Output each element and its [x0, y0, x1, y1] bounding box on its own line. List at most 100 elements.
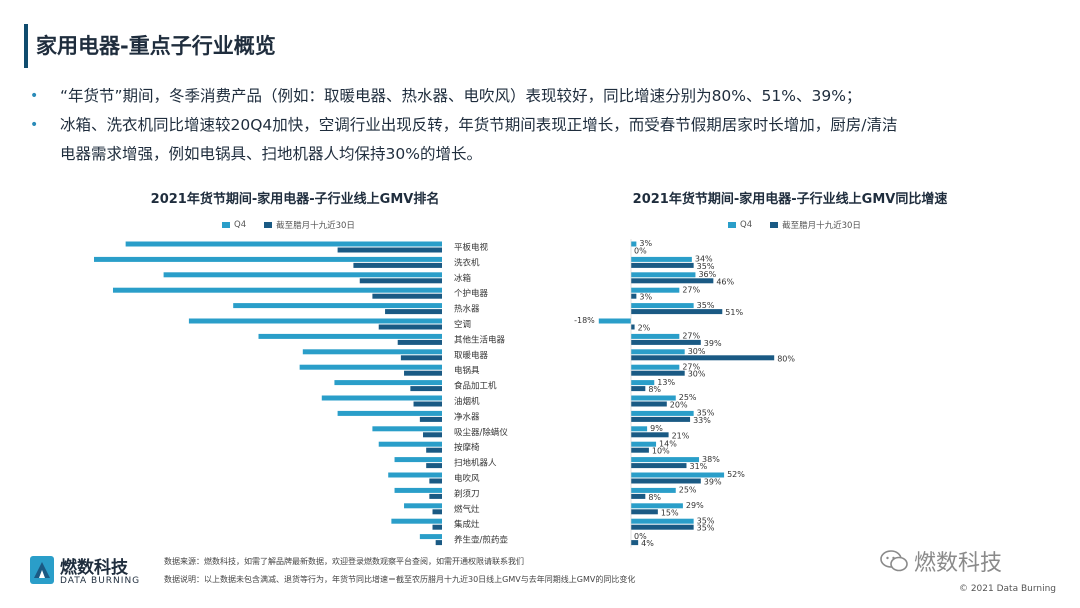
growth-value-label-q4: 3% — [639, 239, 652, 248]
ranking-category-label: 剃须刀 — [454, 488, 480, 499]
ranking-category-label: 其他生活电器 — [454, 334, 506, 345]
growth-value-label-q4: 25% — [679, 393, 697, 402]
ranking-bar-q4 — [404, 503, 442, 509]
growth-bar-cny — [631, 309, 723, 315]
bullet-item: • 冰箱、洗衣机同比增速较20Q4加快，空调行业出现反转，年货节期间表现正增长，… — [30, 111, 1060, 140]
growth-bar-cny — [631, 386, 646, 392]
growth-bar-q4 — [631, 457, 700, 463]
ranking-bar-cny — [337, 247, 442, 253]
ranking-bar-cny — [435, 540, 442, 546]
ranking-bar-cny — [432, 524, 442, 530]
ranking-bar-q4 — [258, 333, 442, 339]
growth-bar-q4 — [631, 487, 676, 493]
growth-value-label-q4: 0% — [634, 532, 647, 541]
growth-bar-cny — [631, 370, 685, 376]
logo-subtitle: DATA BURNING — [60, 576, 141, 586]
ranking-category-label: 取暖电器 — [454, 350, 489, 361]
growth-value-label-cny: 39% — [704, 478, 722, 487]
copyright: © 2021 Data Burning — [958, 584, 1056, 594]
growth-bar-cny — [631, 540, 639, 546]
bullet-item: 电器需求增强，例如电锅具、扫地机器人均保持30%的增长。 — [30, 140, 1060, 169]
wechat-icon — [880, 550, 908, 572]
legend-swatch-cny — [770, 222, 779, 228]
ranking-bar-cny — [432, 509, 442, 515]
growth-value-label-cny: 46% — [716, 277, 734, 286]
ranking-bar-q4 — [419, 534, 442, 540]
growth-bar-q4 — [631, 272, 696, 278]
growth-value-label-q4: 38% — [702, 455, 720, 464]
growth-bar-q4 — [631, 241, 637, 247]
ranking-category-label: 电吹风 — [454, 473, 480, 484]
growth-value-label-cny: 30% — [688, 370, 706, 379]
growth-bar-q4 — [598, 318, 631, 324]
data-burning-logo-icon — [30, 556, 54, 584]
ranking-bar-q4 — [388, 472, 442, 478]
growth-value-label-q4: 27% — [682, 362, 700, 371]
growth-bar-q4 — [631, 333, 680, 339]
ranking-category-label: 吸尘器/除螨仪 — [454, 427, 508, 438]
ranking-category-label: 热水器 — [454, 304, 480, 315]
growth-value-label-q4: 52% — [727, 470, 745, 479]
growth-value-label-cny: 0% — [634, 247, 647, 256]
growth-value-label-q4: 25% — [679, 486, 697, 495]
growth-chart-title: 2021年货节期间-家用电器-子行业线上GMV同比增速 — [632, 192, 948, 207]
legend-label-cny: 截至腊月十九近30日 — [276, 221, 355, 231]
bullet-dot-icon: • — [30, 88, 39, 104]
growth-value-label-q4: 13% — [657, 378, 675, 387]
growth-bar-q4 — [631, 503, 683, 509]
growth-value-label-cny: 15% — [661, 508, 679, 517]
growth-bar-cny — [631, 262, 694, 268]
ranking-bar-q4 — [299, 364, 442, 370]
growth-bar-q4 — [631, 472, 725, 478]
growth-bar-cny — [631, 478, 701, 484]
legend-swatch-q4 — [222, 222, 230, 228]
growth-bar-cny — [631, 339, 701, 345]
ranking-bar-cny — [372, 293, 442, 299]
ranking-bar-q4 — [372, 426, 442, 432]
growth-bar-q4 — [631, 518, 694, 524]
legend-label-cny: 截至腊月十九近30日 — [782, 221, 861, 231]
ranking-bar-cny — [429, 478, 442, 484]
ranking-category-label: 油烟机 — [454, 396, 480, 407]
growth-value-label-cny: 35% — [697, 262, 715, 271]
growth-bar-q4 — [631, 349, 685, 355]
ranking-category-label: 冰箱 — [454, 273, 472, 284]
growth-value-label-q4: 27% — [682, 332, 700, 341]
ranking-category-label: 集成灶 — [454, 519, 480, 530]
ranking-bar-cny — [426, 447, 442, 453]
page-title: 家用电器-重点子行业概览 — [36, 34, 276, 58]
ranking-bar-cny — [419, 416, 442, 422]
growth-value-label-q4: 35% — [697, 301, 715, 310]
ranking-bar-q4 — [337, 410, 442, 416]
ranking-bar-cny — [385, 309, 442, 315]
ranking-bar-cny — [404, 370, 442, 376]
growth-value-label-q4: 36% — [698, 270, 716, 279]
growth-value-label-q4: 14% — [659, 439, 677, 448]
ranking-category-label: 养生壶/煎药壶 — [454, 535, 508, 546]
growth-value-label-cny: 21% — [672, 431, 690, 440]
ranking-bar-cny — [413, 401, 442, 407]
ranking-bar-cny — [423, 432, 442, 438]
ranking-category-label: 空调 — [454, 319, 471, 330]
growth-value-label-cny: 31% — [689, 462, 707, 471]
wechat-account-name: 燃数科技 — [914, 551, 1003, 576]
growth-value-label-cny: 2% — [638, 324, 651, 333]
growth-value-label-cny: 10% — [652, 447, 670, 456]
ranking-bar-q4 — [321, 395, 442, 401]
growth-value-label-cny: 4% — [641, 539, 654, 548]
growth-bar-cny — [631, 432, 669, 438]
growth-value-label-q4: 29% — [686, 501, 704, 510]
growth-value-label-cny: 20% — [670, 401, 688, 410]
ranking-bar-cny — [400, 355, 442, 361]
ranking-bar-q4 — [112, 287, 443, 293]
ranking-bar-q4 — [394, 457, 442, 463]
ranking-bar-cny — [359, 278, 442, 284]
bullet-text: “年货节”期间，冬季消费产品（例如：取暖电器、热水器、电吹风）表现较好，同比增速… — [60, 87, 862, 105]
ranking-category-label: 扫地机器人 — [454, 458, 497, 469]
ranking-category-label: 电锅具 — [454, 365, 480, 376]
ranking-bar-q4 — [188, 318, 442, 324]
growth-bar-cny — [631, 493, 646, 499]
growth-value-label-q4: 34% — [695, 255, 713, 264]
ranking-bar-cny — [426, 463, 442, 469]
